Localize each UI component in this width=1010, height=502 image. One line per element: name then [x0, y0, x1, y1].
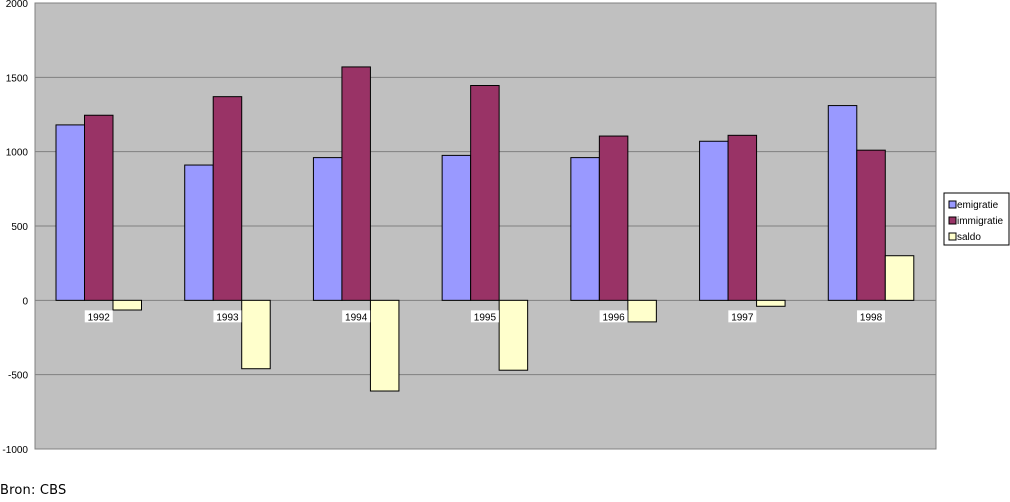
- category-label-box: [213, 310, 242, 323]
- bar-saldo-1996: [627, 299, 657, 323]
- category-label-box: [728, 310, 757, 323]
- y-tick-label: 1500: [6, 73, 29, 84]
- y-tick-label: -500: [8, 371, 28, 382]
- bar-saldo-1994: [369, 299, 400, 392]
- bar-emigratie-1992: [55, 124, 85, 301]
- category-label-box: [84, 310, 113, 323]
- category-label-box: [470, 310, 499, 323]
- legend-swatch-emigratie: [948, 200, 957, 209]
- category-label: 1996: [602, 312, 625, 323]
- bar-emigratie-1996: [570, 157, 600, 301]
- y-tick-label: 0: [22, 296, 28, 307]
- bar-saldo-1993: [241, 299, 271, 370]
- legend-swatch-saldo: [948, 232, 957, 241]
- y-tick-label: -1000: [2, 445, 28, 456]
- legend-label-immigratie: immigratie: [957, 216, 1004, 227]
- y-tick-label: 1000: [6, 148, 29, 159]
- category-label: 1992: [88, 312, 111, 323]
- bar-emigratie-1993: [184, 164, 214, 301]
- bar-immigratie-1994: [341, 66, 371, 301]
- bar-immigratie-1993: [212, 96, 243, 301]
- bar-immigratie-1998: [856, 149, 886, 301]
- bar-immigratie-1997: [727, 134, 758, 301]
- bar-emigratie-1994: [312, 157, 343, 301]
- bar-immigratie-1996: [598, 135, 629, 301]
- category-label-box: [857, 310, 886, 323]
- bar-immigratie-1995: [470, 85, 500, 301]
- category-label-box: [342, 310, 371, 323]
- category-label: 1994: [345, 312, 368, 323]
- category-label: 1998: [860, 312, 883, 323]
- bar-saldo-1995: [498, 299, 529, 371]
- bar-saldo-1997: [756, 299, 786, 307]
- bar-saldo-1992: [112, 299, 142, 311]
- y-tick-label: 500: [11, 222, 28, 233]
- legend-swatch-immigratie: [948, 216, 957, 225]
- legend-label-saldo: saldo: [957, 232, 981, 243]
- category-label-box: [599, 310, 628, 323]
- legend-label-emigratie: emigratie: [957, 200, 999, 211]
- bar-saldo-1998: [884, 255, 915, 301]
- category-label: 1997: [731, 312, 754, 323]
- bar-immigratie-1992: [84, 114, 114, 301]
- source-note: Bron: CBS: [0, 483, 67, 498]
- y-tick-label: 2000: [6, 0, 29, 10]
- bar-emigratie-1997: [699, 140, 729, 301]
- category-label: 1993: [216, 312, 239, 323]
- bar-emigratie-1995: [441, 154, 472, 301]
- category-label: 1995: [474, 312, 497, 323]
- bar-emigratie-1998: [827, 105, 858, 301]
